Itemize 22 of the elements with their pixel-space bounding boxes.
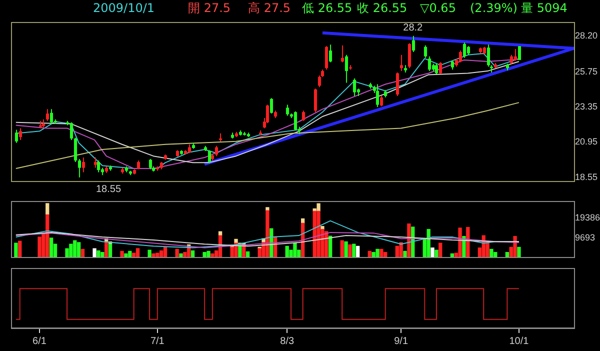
y-tick-label: 28.20 bbox=[575, 30, 598, 40]
text: 開 27.5 bbox=[188, 0, 231, 16]
y-tick-label: 25.75 bbox=[575, 66, 598, 76]
text: 2009/10/1 bbox=[93, 0, 155, 16]
x-tick-label: 8/3 bbox=[280, 336, 294, 347]
text: 量 5094 bbox=[521, 0, 568, 16]
text: 低 26.55 bbox=[302, 0, 352, 16]
text: 高 27.5 bbox=[248, 0, 291, 16]
text: 18.55 bbox=[96, 184, 122, 195]
x-tick-label: 9/1 bbox=[394, 336, 408, 347]
text: (2.39%) bbox=[470, 0, 518, 16]
annotation: 28.2 bbox=[403, 22, 424, 34]
y-tick-label: 20.95 bbox=[575, 136, 598, 147]
x-tick-label: 6/1 bbox=[32, 336, 47, 347]
y-tick-label: 23.35 bbox=[575, 101, 598, 112]
y-tick-label: 18.55 bbox=[575, 172, 598, 182]
x-tick-label: 7/1 bbox=[150, 336, 165, 347]
text: ▽0.65 bbox=[420, 0, 456, 16]
text: 收 26.55 bbox=[357, 0, 408, 16]
x-tick-label: 10/1 bbox=[509, 336, 530, 347]
y-tick-label: 19386 bbox=[575, 212, 600, 222]
y-tick-label: 9693 bbox=[575, 232, 596, 242]
